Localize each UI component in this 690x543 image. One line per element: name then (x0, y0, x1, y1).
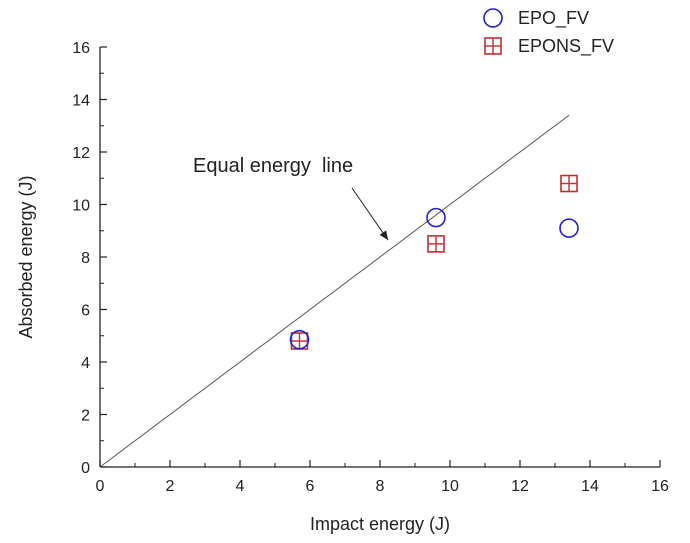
x-tick-label: 8 (376, 478, 385, 495)
x-tick-label: 12 (511, 478, 529, 495)
epons-fv-point (427, 235, 445, 253)
equal-energy-line (99, 114, 570, 468)
arrow-head (379, 230, 388, 240)
legend: EPO_FV EPONS_FV (483, 8, 614, 57)
x-tick-label: 4 (236, 478, 245, 495)
epons-fv-point (484, 37, 502, 55)
y-tick-label: 14 (72, 93, 90, 110)
y-tick-label: 10 (72, 198, 90, 215)
equal-energy-annotation: Equal energy line (193, 155, 353, 177)
epo-fv-point (559, 218, 579, 238)
y-tick-label: 0 (81, 460, 90, 477)
y-tick-label: 2 (81, 408, 90, 425)
epo-fv-point (483, 8, 503, 28)
epo-fv-point (289, 329, 310, 350)
x-axis-ticks: 0 2 4 6 8 10 12 14 16 (96, 460, 669, 495)
y-tick-label: 8 (81, 250, 90, 267)
x-tick-label: 0 (96, 478, 105, 495)
x-tick-label: 10 (441, 478, 459, 495)
x-tick-label: 2 (166, 478, 175, 495)
y-tick-label: 12 (72, 145, 90, 162)
data-points (289, 174, 579, 350)
x-tick-label: 16 (651, 478, 669, 495)
x-tick-label: 6 (306, 478, 315, 495)
epo-fv-point (426, 207, 446, 228)
y-tick-label: 6 (81, 303, 90, 320)
y-axis-ticks: 0 2 4 6 8 10 12 14 16 (72, 40, 107, 477)
legend-label: EPONS_FV (518, 36, 614, 57)
y-axis-title: Absorbed energy (J) (16, 175, 36, 338)
x-axis-title: Impact energy (J) (310, 514, 450, 534)
y-tick-label: 4 (81, 355, 90, 372)
epons-fv-point (560, 174, 578, 193)
legend-label: EPO_FV (518, 8, 589, 29)
arrow-shaft (351, 187, 389, 241)
annotation-arrow (351, 187, 389, 241)
x-tick-label: 14 (581, 478, 599, 495)
y-tick-label: 16 (72, 40, 90, 57)
